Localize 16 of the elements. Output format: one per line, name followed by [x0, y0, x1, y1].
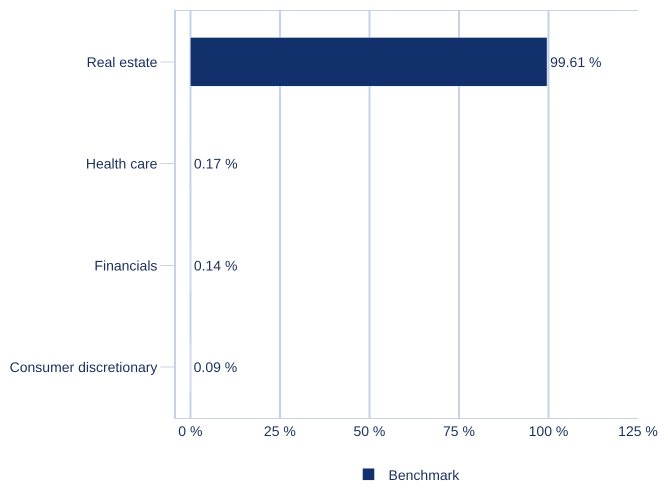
x-tick-label: 50 % [353, 422, 386, 439]
bar [190, 37, 548, 87]
data-label: 0.17 % [194, 156, 238, 172]
y-tick-label: Real estate [86, 54, 158, 70]
data-label: 99.61 % [550, 54, 602, 70]
data-label: 0.09 % [194, 359, 238, 376]
data-label: 0.14 % [194, 257, 238, 274]
legend-label: Benchmark [388, 466, 460, 483]
y-tick-label: Health care [86, 156, 158, 172]
y-tick-label: Consumer discretionary [10, 359, 158, 376]
x-tick-label: 25 % [264, 422, 296, 439]
x-tick-label: 125 % [618, 422, 658, 439]
x-tick-label: 100 % [528, 422, 568, 439]
x-tick-label: 0 % [178, 422, 202, 439]
x-tick-label: 75 % [442, 422, 475, 439]
y-tick-label: Financials [94, 257, 158, 274]
